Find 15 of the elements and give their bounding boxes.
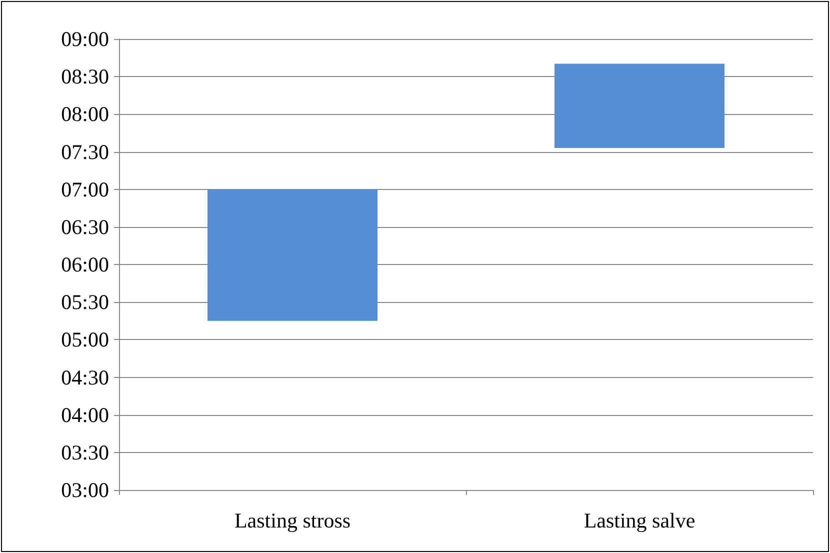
x-tick-label: Lasting stross: [234, 508, 351, 532]
y-tick-label: 08:30: [61, 64, 109, 89]
y-tick-label: 06:30: [61, 214, 109, 239]
y-tick-label: 04:30: [61, 365, 109, 390]
y-tick-label: 04:00: [61, 402, 109, 427]
y-tick-label: 07:30: [61, 140, 109, 164]
y-tick-label: 03:30: [61, 440, 109, 464]
y-tick-label: 09:00: [61, 27, 109, 51]
y-tick-label: 06:00: [61, 252, 109, 276]
y-tick-label: 05:00: [61, 328, 109, 352]
y-tick-label: 05:30: [61, 290, 109, 314]
x-tick-label: Lasting salve: [584, 508, 696, 532]
y-tick-label: 07:00: [61, 177, 109, 202]
y-tick-label: 03:00: [61, 478, 109, 502]
y-tick-label: 08:00: [61, 102, 109, 126]
